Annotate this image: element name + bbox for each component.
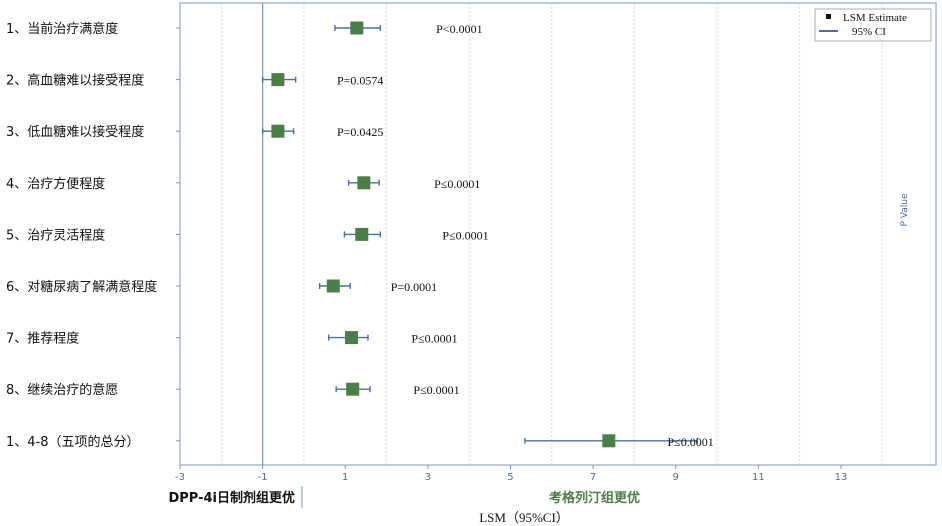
category-label: 1、当前治疗满意度	[6, 21, 118, 37]
forest-row: 5、治疗灵活程度 P≤0.0001	[6, 227, 489, 243]
p-value-label: P<0.0001	[436, 22, 482, 36]
right-favors-label: 考格列汀组更优	[549, 490, 640, 506]
x-tick-label: 13	[835, 472, 848, 483]
p-value-label: P=0.0425	[337, 125, 383, 139]
estimate-marker	[344, 331, 358, 345]
rows: 1、当前治疗满意度 P<0.0001 2、高血糖难以接受程度 P=0.0574 3、低血…	[6, 21, 714, 450]
category-label: 7、推荐程度	[6, 331, 79, 347]
p-value-label: P=0.0574	[337, 74, 383, 88]
p-value-label: P≤0.0001	[413, 383, 459, 397]
x-axis: -3 -1 1 3 5 7 9 11 13	[175, 465, 847, 483]
estimate-marker	[346, 382, 360, 396]
p-value-label: P≤0.0001	[667, 435, 713, 449]
forest-row: 3、低血糖难以接受程度 P=0.0425	[6, 124, 383, 140]
grid-lines	[220, 3, 883, 465]
estimate-marker	[271, 124, 285, 138]
x-tick-label: -1	[258, 472, 268, 483]
category-label: 4、治疗方便程度	[6, 176, 105, 192]
x-tick-label: 7	[590, 472, 596, 483]
forest-row: 8、继续治疗的意愿 P≤0.0001	[6, 382, 460, 398]
x-tick-label: 5	[507, 472, 513, 483]
category-label: 8、继续治疗的意愿	[6, 382, 118, 398]
forest-row: 7、推荐程度 P≤0.0001	[6, 331, 458, 347]
estimate-marker	[602, 434, 616, 448]
category-label: 1、4-8（五项的总分）	[6, 434, 140, 450]
legend: LSM Estimate 95% CI	[814, 8, 932, 42]
plot-frame	[179, 2, 937, 466]
category-label: 2、高血糖难以接受程度	[6, 73, 144, 89]
side-axis-title: P Value	[900, 193, 910, 226]
x-axis-label: LSM（95%CI）	[479, 510, 569, 525]
p-value-label: P≤0.0001	[411, 332, 457, 346]
legend-estimate-marker	[826, 14, 831, 19]
left-favors-label: DPP-4i日制剂组更优	[168, 490, 295, 506]
p-value-label: P≤0.0001	[434, 177, 480, 191]
legend-ci-label: 95% CI	[852, 26, 886, 38]
x-tick-label: 11	[752, 472, 765, 483]
estimate-marker	[271, 73, 285, 87]
forest-row: 1、当前治疗满意度 P<0.0001	[6, 21, 483, 37]
estimate-marker	[355, 227, 369, 241]
x-tick-label: 1	[342, 472, 348, 483]
legend-estimate-label: LSM Estimate	[843, 12, 907, 24]
estimate-marker	[357, 176, 371, 190]
category-label: 5、治疗灵活程度	[6, 227, 105, 243]
category-label: 3、低血糖难以接受程度	[6, 124, 144, 140]
forest-row: 1、4-8（五项的总分） P≤0.0001	[6, 434, 714, 450]
forest-row: 2、高血糖难以接受程度 P=0.0574	[6, 73, 383, 89]
x-tick-label: -3	[175, 472, 185, 483]
estimate-marker	[326, 279, 340, 293]
forest-row: 4、治疗方便程度 P≤0.0001	[6, 176, 480, 192]
p-value-label: P=0.0001	[391, 280, 437, 294]
category-label: 6、对糖尿病了解满意程度	[6, 279, 157, 295]
p-value-label: P≤0.0001	[442, 228, 488, 242]
x-tick-label: 3	[425, 472, 431, 483]
x-tick-label: 9	[673, 472, 679, 483]
legend-box	[814, 8, 932, 42]
estimate-marker	[350, 21, 364, 35]
forest-row: 6、对糖尿病了解满意程度 P=0.0001	[6, 279, 437, 295]
